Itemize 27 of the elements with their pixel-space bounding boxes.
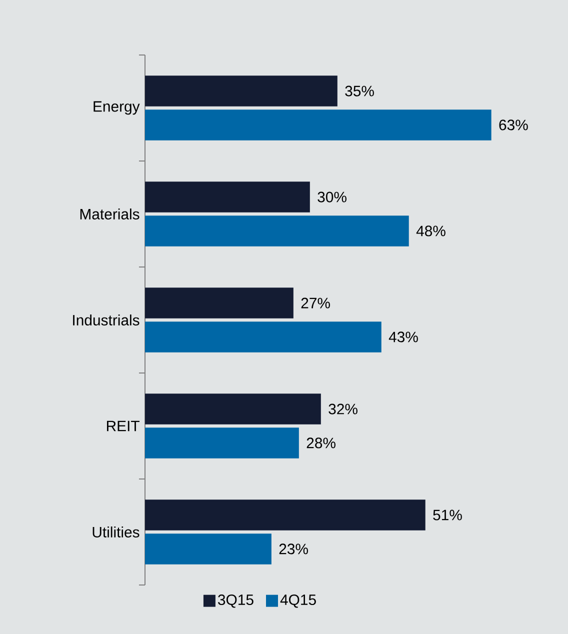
bar xyxy=(145,500,426,530)
y-tick-label: Energy xyxy=(94,101,140,115)
bar xyxy=(145,182,310,212)
legend-label: 4Q15 xyxy=(280,594,316,608)
data-label: 48% xyxy=(416,226,446,236)
data-label: 43% xyxy=(388,332,418,342)
bar xyxy=(145,216,409,246)
bar xyxy=(145,534,272,564)
data-label: 30% xyxy=(318,192,346,202)
data-label: 63% xyxy=(499,120,528,130)
data-label: 27% xyxy=(301,298,330,308)
bar xyxy=(145,288,294,318)
bar xyxy=(145,322,382,352)
y-tick-label: Industrials xyxy=(73,314,140,326)
bar xyxy=(145,76,338,106)
legend-label: 3Q15 xyxy=(218,594,254,608)
y-tick-label: Materials xyxy=(80,208,140,220)
bar xyxy=(145,394,321,424)
data-label: 32% xyxy=(328,404,358,414)
y-tick-label: REIT xyxy=(107,420,140,432)
y-tick-label: Utilities xyxy=(92,526,140,538)
data-label: 23% xyxy=(279,544,308,554)
bar xyxy=(145,110,492,140)
data-label: 28% xyxy=(306,438,336,448)
data-label: 35% xyxy=(345,86,374,96)
bar xyxy=(145,428,299,458)
data-label: 51% xyxy=(433,510,462,520)
